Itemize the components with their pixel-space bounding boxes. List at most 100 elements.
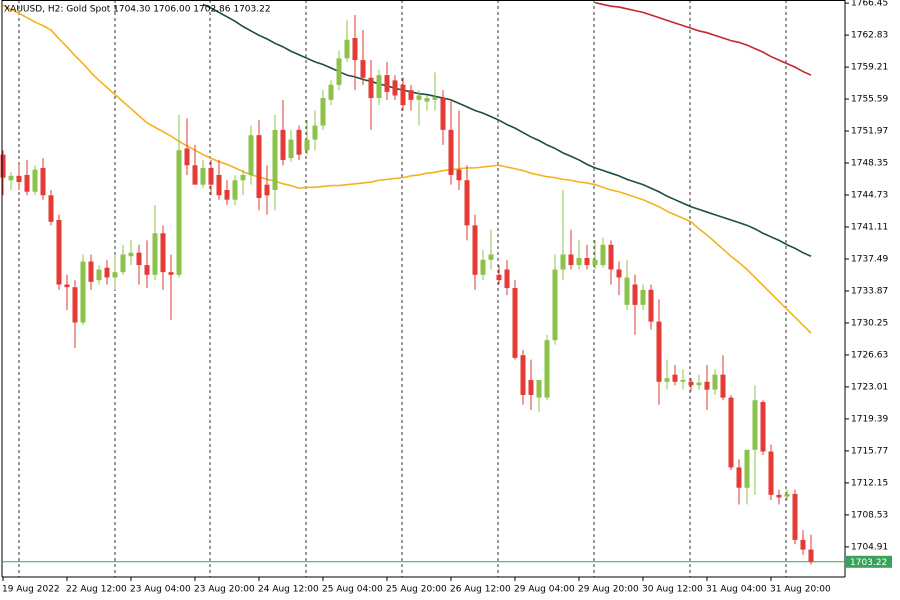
candle-body <box>264 184 270 196</box>
candle-body <box>72 287 78 323</box>
moving-average <box>202 3 812 257</box>
candle-body <box>800 539 806 550</box>
candle-body <box>704 381 710 390</box>
candle-body <box>144 265 150 275</box>
candle-body <box>560 254 566 270</box>
candle-body <box>192 165 198 185</box>
moving-average <box>594 1 812 76</box>
x-tick-label: 24 Aug 12:00 <box>258 585 319 595</box>
candle-body <box>584 258 590 266</box>
candle-body <box>176 150 182 275</box>
candle-body <box>40 167 46 196</box>
x-tick-label: 25 Aug 04:00 <box>322 585 383 595</box>
candle-body <box>808 549 814 562</box>
candle-body <box>656 321 662 382</box>
candle-body <box>392 80 398 96</box>
candle-body <box>184 148 190 166</box>
x-tick-label: 26 Aug 12:00 <box>450 585 511 595</box>
y-tick-label: 1744.73 <box>851 191 888 201</box>
candle-body <box>240 174 246 181</box>
candle-body <box>256 135 262 198</box>
candle-body <box>680 379 686 382</box>
candle-body <box>632 284 638 305</box>
y-tick-label: 1759.21 <box>851 63 888 73</box>
candle-body <box>760 402 766 452</box>
y-tick-label: 1704.91 <box>851 542 888 552</box>
chart-title: XAUUSD, H2: Gold Spot 1704.30 1706.00 17… <box>4 5 271 15</box>
candle-body <box>536 379 542 398</box>
candle-body <box>88 261 94 282</box>
candle-body <box>160 233 166 273</box>
candle-body <box>568 254 574 266</box>
moving-average <box>2 4 812 334</box>
candle-body <box>480 259 486 275</box>
candle-body <box>208 167 214 185</box>
candle-body <box>736 467 742 488</box>
candle-body <box>24 174 30 192</box>
candle-body <box>376 75 382 99</box>
current-price-label: 1703.22 <box>850 558 887 568</box>
candle-body <box>120 254 126 273</box>
candle-body <box>112 272 118 278</box>
candle-body <box>576 258 582 266</box>
candle-body <box>752 400 758 450</box>
candle-body <box>600 244 606 266</box>
candle-body <box>136 252 142 266</box>
x-tick-label: 30 Aug 12:00 <box>642 585 703 595</box>
candle-body <box>0 154 6 178</box>
candle-body <box>288 139 294 159</box>
candle-body <box>400 84 406 106</box>
candle-body <box>336 58 342 85</box>
y-tick-label: 1737.49 <box>851 254 888 264</box>
candle-body <box>80 261 86 323</box>
candle-body <box>48 195 54 222</box>
x-tick-label: 25 Aug 20:00 <box>386 585 447 595</box>
candle-body <box>312 125 318 140</box>
candle-body <box>200 167 206 185</box>
candle-body <box>688 381 694 386</box>
candle-body <box>56 220 62 285</box>
candle-body <box>552 269 558 341</box>
candle-body <box>488 254 494 260</box>
candle-body <box>280 129 286 160</box>
candle-body <box>448 129 454 175</box>
y-tick-label: 1733.87 <box>851 286 888 296</box>
candle-body <box>512 288 518 358</box>
candle-body <box>328 84 334 100</box>
candle-body <box>16 175 22 183</box>
candle-body <box>368 77 374 99</box>
candle-body <box>744 449 750 488</box>
x-tick-label: 23 Aug 04:00 <box>130 585 191 595</box>
candle-body <box>416 95 422 100</box>
candle-body <box>216 174 222 196</box>
candle-body <box>464 180 470 226</box>
y-tick-label: 1766.45 <box>851 0 888 9</box>
current-price-box <box>846 555 892 568</box>
y-tick-label: 1730.25 <box>851 318 888 328</box>
candle-body <box>432 97 438 100</box>
candle-body <box>712 374 718 390</box>
candle-body <box>648 289 654 322</box>
candle-body <box>104 267 110 278</box>
candle-body <box>496 274 502 281</box>
candle-body <box>424 98 430 102</box>
y-tick-label: 1762.83 <box>851 31 888 41</box>
candle-body <box>408 90 414 100</box>
candle-body <box>224 189 230 200</box>
candle-body <box>456 169 462 181</box>
candle-body <box>128 252 134 257</box>
x-tick-label: 19 Aug 2022 <box>2 585 60 595</box>
candle-body <box>344 39 350 59</box>
candle-body <box>352 37 358 61</box>
x-tick-label: 22 Aug 12:00 <box>66 585 127 595</box>
candle-body <box>696 382 702 386</box>
y-tick-label: 1751.97 <box>851 127 888 137</box>
x-tick-label: 31 Aug 20:00 <box>770 585 831 595</box>
y-tick-label: 1741.11 <box>851 223 888 233</box>
candle-body <box>152 233 158 275</box>
candle-body <box>776 494 782 498</box>
